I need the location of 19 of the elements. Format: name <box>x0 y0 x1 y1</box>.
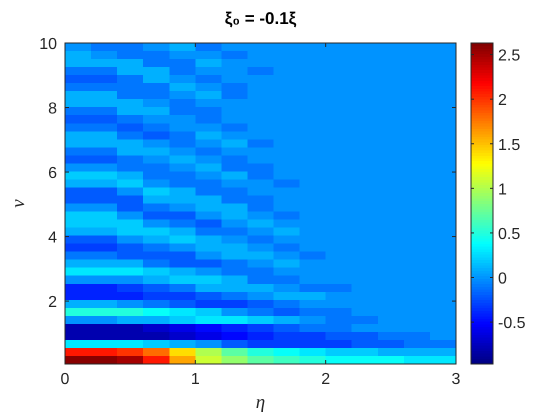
y-tick-label: 10 <box>39 36 58 53</box>
x-tick-label: 1 <box>190 371 200 388</box>
chart-title: ξ₀ = -0.1ξ <box>224 9 297 28</box>
color-bar-label: 1 <box>498 181 507 198</box>
color-bar-label: 1.5 <box>498 136 520 154</box>
x-tick-label: 2 <box>321 371 330 388</box>
x-tick-label: 0 <box>60 371 70 388</box>
color-bar-label: 0.5 <box>498 226 520 243</box>
y-tick-label: 4 <box>48 230 58 247</box>
y-tick-label: 2 <box>48 294 58 312</box>
color-bar-label: 2 <box>498 92 507 110</box>
x-tick-label: 3 <box>452 371 461 388</box>
color-bar-label: 0 <box>498 270 507 288</box>
x-axis-title: η <box>256 392 266 413</box>
y-tick-label: 6 <box>48 165 58 182</box>
color-bar-label: 2.5 <box>498 48 520 65</box>
y-axis-title: ν <box>8 198 29 208</box>
y-tick-label: 8 <box>48 100 58 118</box>
color-bar-label: -0.5 <box>498 315 526 332</box>
